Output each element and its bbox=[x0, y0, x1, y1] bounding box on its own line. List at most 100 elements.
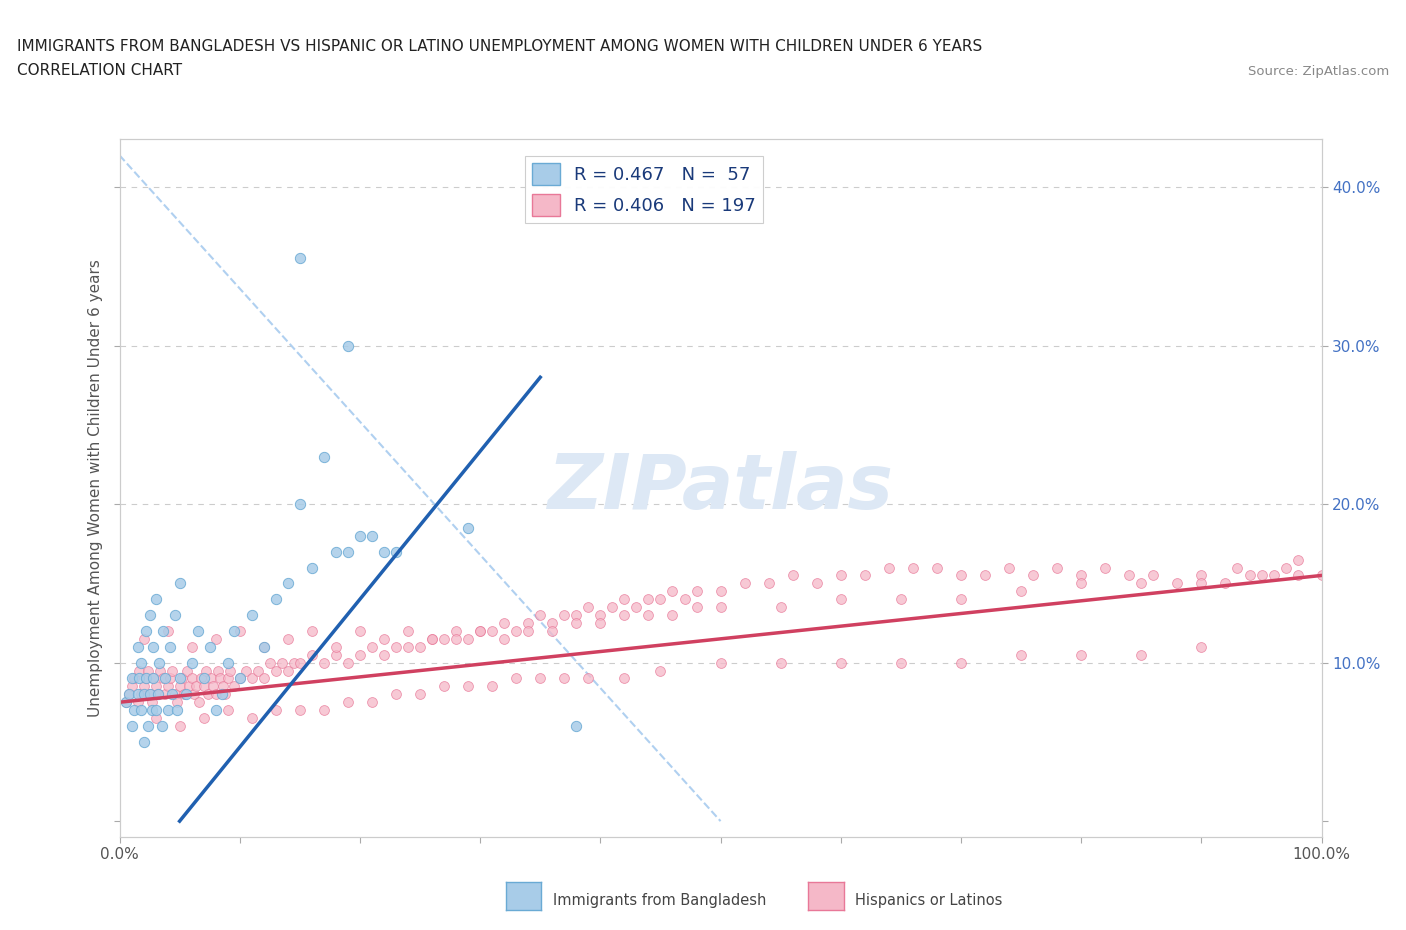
Point bbox=[349, 528, 371, 543]
Point bbox=[122, 671, 145, 686]
Point bbox=[118, 687, 141, 702]
Point bbox=[1022, 568, 1045, 583]
Point bbox=[132, 631, 155, 646]
Legend: R = 0.467   N =  57, R = 0.406   N = 197: R = 0.467 N = 57, R = 0.406 N = 197 bbox=[526, 155, 763, 223]
Point bbox=[156, 703, 179, 718]
Point bbox=[169, 679, 191, 694]
Point bbox=[204, 687, 226, 702]
Point bbox=[141, 695, 163, 710]
Point bbox=[193, 671, 215, 686]
Point bbox=[541, 616, 564, 631]
Point bbox=[162, 687, 184, 702]
Point bbox=[150, 719, 173, 734]
Point bbox=[529, 671, 551, 686]
Point bbox=[589, 616, 612, 631]
Point bbox=[240, 671, 263, 686]
Point bbox=[1189, 568, 1212, 583]
Point bbox=[141, 703, 163, 718]
Point bbox=[1310, 568, 1333, 583]
Point bbox=[132, 679, 155, 694]
Point bbox=[830, 655, 852, 670]
Point bbox=[517, 623, 540, 638]
Point bbox=[156, 623, 179, 638]
Point bbox=[166, 703, 188, 718]
Point bbox=[325, 639, 347, 654]
Point bbox=[138, 687, 160, 702]
Point bbox=[183, 687, 205, 702]
Point bbox=[145, 703, 167, 718]
Point bbox=[565, 719, 588, 734]
Point bbox=[198, 639, 221, 654]
Point bbox=[301, 647, 323, 662]
Point bbox=[974, 568, 997, 583]
Point bbox=[890, 655, 912, 670]
Point bbox=[186, 679, 208, 694]
Point bbox=[142, 671, 165, 686]
Point bbox=[202, 679, 225, 694]
Point bbox=[204, 703, 226, 718]
Point bbox=[118, 687, 141, 702]
Point bbox=[949, 568, 972, 583]
Point bbox=[444, 623, 467, 638]
Point bbox=[163, 607, 186, 622]
Point bbox=[553, 607, 575, 622]
Y-axis label: Unemployment Among Women with Children Under 6 years: Unemployment Among Women with Children U… bbox=[87, 259, 103, 717]
Point bbox=[146, 687, 169, 702]
Point bbox=[148, 655, 170, 670]
Point bbox=[176, 663, 198, 678]
Point bbox=[396, 639, 419, 654]
Point bbox=[1070, 647, 1092, 662]
Point bbox=[806, 576, 828, 591]
Point bbox=[283, 655, 305, 670]
Point bbox=[156, 679, 179, 694]
Point bbox=[135, 623, 157, 638]
Point bbox=[138, 719, 160, 734]
Point bbox=[246, 663, 269, 678]
Point bbox=[385, 687, 408, 702]
Point bbox=[153, 687, 176, 702]
Point bbox=[132, 735, 155, 750]
Point bbox=[187, 695, 209, 710]
Point bbox=[193, 679, 215, 694]
Point bbox=[373, 647, 395, 662]
Point bbox=[1130, 647, 1153, 662]
Point bbox=[217, 655, 239, 670]
Point bbox=[127, 695, 149, 710]
Point bbox=[673, 591, 696, 606]
Point bbox=[576, 600, 599, 615]
Point bbox=[121, 679, 143, 694]
Point bbox=[211, 687, 233, 702]
Point bbox=[457, 679, 479, 694]
Point bbox=[312, 655, 335, 670]
Point bbox=[433, 631, 456, 646]
Point bbox=[277, 631, 299, 646]
Point bbox=[222, 623, 245, 638]
Point bbox=[159, 671, 181, 686]
Point bbox=[138, 687, 160, 702]
Text: ZIPatlas: ZIPatlas bbox=[547, 451, 894, 525]
Point bbox=[264, 663, 287, 678]
Point bbox=[626, 600, 648, 615]
Point bbox=[1226, 560, 1249, 575]
Point bbox=[253, 639, 276, 654]
Point bbox=[361, 695, 384, 710]
Point bbox=[166, 695, 188, 710]
Point bbox=[235, 663, 257, 678]
Point bbox=[769, 600, 792, 615]
Point bbox=[433, 679, 456, 694]
Point bbox=[169, 576, 191, 591]
Point bbox=[1189, 639, 1212, 654]
Point bbox=[240, 711, 263, 725]
Point bbox=[494, 631, 516, 646]
Point bbox=[142, 639, 165, 654]
Point bbox=[145, 711, 167, 725]
Point bbox=[132, 687, 155, 702]
Point bbox=[259, 655, 281, 670]
Point bbox=[505, 623, 527, 638]
Point bbox=[361, 528, 384, 543]
Point bbox=[409, 687, 432, 702]
Point bbox=[481, 623, 503, 638]
Point bbox=[127, 639, 149, 654]
Point bbox=[602, 600, 624, 615]
Point bbox=[163, 687, 186, 702]
